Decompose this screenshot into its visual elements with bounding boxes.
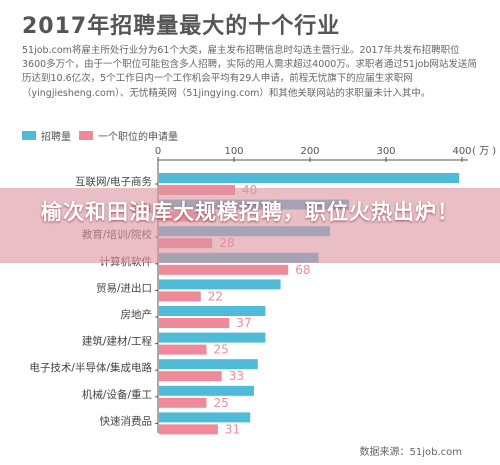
category-label: 房地产 xyxy=(121,308,153,321)
data-source-note: 数据来源：51job.com xyxy=(359,447,462,458)
bar-applications xyxy=(159,318,230,328)
bar-recruit xyxy=(159,412,251,423)
legend-item-applications: 一个职位的申请量 xyxy=(79,128,178,143)
x-tick-label: 400 xyxy=(452,146,471,157)
bar-recruit xyxy=(159,332,266,343)
category-label: 贸易/进出口 xyxy=(96,281,152,294)
data-label-applications: 25 xyxy=(214,396,229,410)
bar-applications xyxy=(159,344,207,355)
data-label-applications: 37 xyxy=(236,316,251,330)
chart-legend: 招聘量 一个职位的申请量 xyxy=(22,128,178,143)
x-tick-label: 200 xyxy=(300,146,319,157)
legend-item-recruit: 招聘量 xyxy=(22,128,71,143)
category-label: 互联网/电子商务 xyxy=(75,175,153,188)
bar-applications xyxy=(159,291,201,302)
x-tick-label: 100 xyxy=(224,146,243,157)
category-label: 机械/设备/重工 xyxy=(82,388,152,401)
headline-banner xyxy=(0,188,500,263)
legend-label-recruit: 招聘量 xyxy=(41,132,71,143)
legend-swatch-applications xyxy=(79,131,93,140)
bar-applications xyxy=(159,371,222,382)
data-label-applications: 25 xyxy=(214,343,229,357)
bar-recruit xyxy=(159,173,460,183)
category-label: 快速消费品 xyxy=(100,414,153,427)
bar-recruit xyxy=(159,359,258,370)
x-tick-label: 300 xyxy=(376,146,395,157)
bar-recruit xyxy=(159,279,281,290)
bar-recruit xyxy=(159,385,254,396)
chart-intro-text: 51job.com将雇主所处行业分为61个大类，雇主发布招聘信息时勾选主营行业。… xyxy=(22,45,477,99)
legend-label-applications: 一个职位的申请量 xyxy=(98,132,178,143)
bar-recruit xyxy=(159,306,266,316)
x-axis-unit: ( 万 ) xyxy=(472,146,496,157)
chart-title: 2017年招聘量最大的十个行业 xyxy=(22,14,341,39)
legend-swatch-recruit xyxy=(22,131,36,140)
category-label: 建筑/建材/工程 xyxy=(82,335,153,348)
data-label-applications: 68 xyxy=(295,263,310,277)
bar-applications xyxy=(159,264,289,275)
bar-applications xyxy=(159,397,207,408)
data-label-applications: 33 xyxy=(229,369,244,383)
x-tick-label: 0 xyxy=(155,146,161,157)
bar-applications xyxy=(159,424,218,435)
headline-banner-text: 榆次和田油库大规模招聘，职位火热出炉！ xyxy=(41,200,459,224)
data-label-applications: 22 xyxy=(208,289,223,303)
category-label: 电子技术/半导体/集成电路 xyxy=(29,361,152,374)
data-label-applications: 31 xyxy=(225,422,240,436)
